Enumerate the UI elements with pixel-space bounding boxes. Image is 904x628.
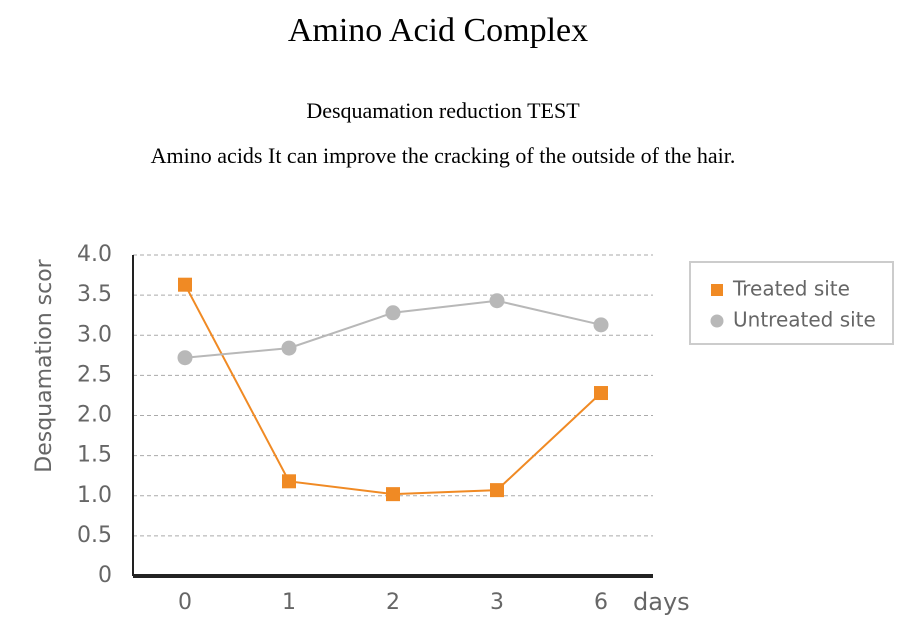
x-tick-label: 6 <box>594 590 608 615</box>
y-tick-label: 0.5 <box>77 523 112 548</box>
point-marker <box>593 317 609 333</box>
subtitle: Desquamation reduction TEST <box>306 98 580 123</box>
x-tick-label: 1 <box>282 590 296 615</box>
y-axis-label: Desquamation scor <box>32 258 57 472</box>
legend-label: Untreated site <box>733 308 876 332</box>
y-tick-label: 4.0 <box>77 242 112 267</box>
y-tick-label: 3.5 <box>77 282 112 307</box>
y-tick-label: 2.5 <box>77 362 112 387</box>
legend-marker <box>710 314 724 328</box>
y-tick-label: 1.5 <box>77 443 112 468</box>
y-tick-label: 1.0 <box>77 483 112 508</box>
y-tick-label: 3.0 <box>77 322 112 347</box>
point-marker <box>281 340 297 356</box>
y-tick-label: 0 <box>98 563 112 588</box>
point-marker <box>282 474 296 489</box>
description: Amino acids It can improve the cracking … <box>151 143 736 168</box>
x-tick-label: 0 <box>178 590 192 615</box>
point-marker <box>490 483 504 498</box>
x-tick-label: 3 <box>490 590 504 615</box>
y-tick-label: 2.0 <box>77 403 112 428</box>
x-axis-label: days <box>633 588 690 616</box>
point-marker <box>178 277 192 292</box>
legend-box <box>689 261 894 345</box>
x-tick-label: 2 <box>386 590 400 615</box>
legend-marker <box>711 284 723 296</box>
point-marker <box>594 386 608 401</box>
point-marker <box>386 487 400 502</box>
point-marker <box>489 293 505 309</box>
point-marker <box>177 350 193 366</box>
point-marker <box>385 305 401 321</box>
page-title: Amino Acid Complex <box>288 12 588 49</box>
legend-label: Treated site <box>732 277 850 301</box>
